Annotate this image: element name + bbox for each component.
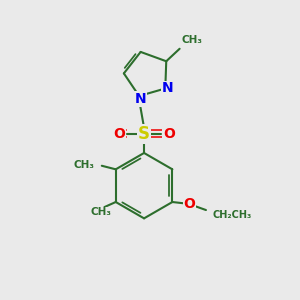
Text: S: S <box>138 125 150 143</box>
Text: N: N <box>162 82 173 95</box>
Text: O: O <box>184 196 196 211</box>
Text: CH₂CH₃: CH₂CH₃ <box>213 210 252 220</box>
Text: O: O <box>163 127 175 141</box>
Text: O: O <box>113 127 125 141</box>
Text: CH₃: CH₃ <box>90 207 111 218</box>
Text: CH₃: CH₃ <box>182 35 203 45</box>
Text: CH₃: CH₃ <box>74 160 95 170</box>
Text: N: N <box>134 92 146 106</box>
